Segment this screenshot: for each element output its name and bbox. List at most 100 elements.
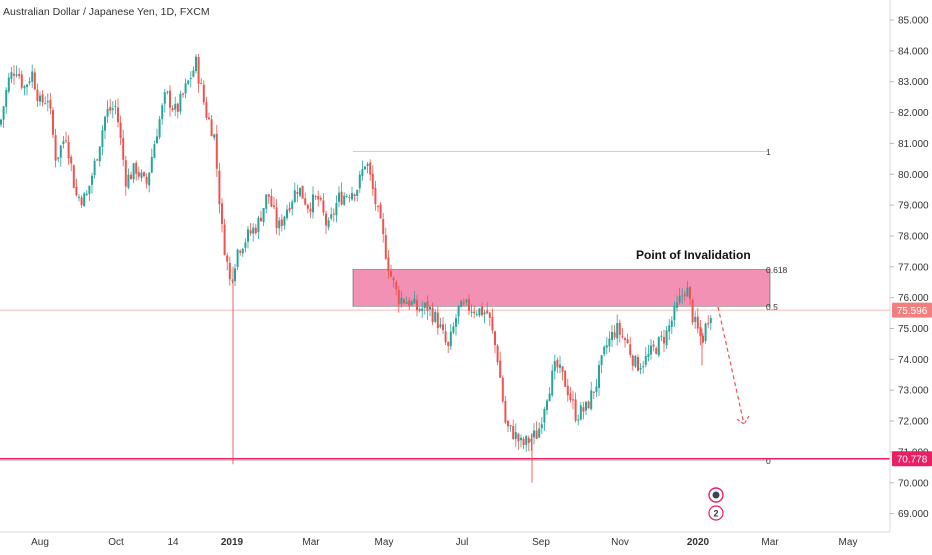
candle-body [517,433,520,442]
candle-body [660,335,663,337]
candle-body [707,323,710,325]
dividend-count: 2 [713,509,718,519]
candle-body [319,198,322,200]
fib-label-0-5: 0.5 [766,302,778,312]
x-tick-label: 2020 [687,537,710,548]
candle-body [663,336,665,344]
candle-body [192,70,195,77]
candle-body [335,202,338,216]
candle-body [397,289,400,305]
candle-body [483,312,486,315]
candle-body [642,366,645,368]
candle-body [592,391,595,393]
candle-body [135,162,138,174]
x-tick-label: Aug [31,537,49,548]
candle-body [330,214,333,219]
candle-body [655,348,658,354]
candle-body [579,405,582,420]
y-tick-label: 84.000 [898,46,929,57]
candle-body [215,133,218,169]
x-tick-label: Jul [456,537,469,548]
candle-body [582,407,585,412]
candle-body [429,306,431,310]
candle-body [686,287,689,297]
candle-body [442,324,444,331]
candle-body [202,84,205,103]
candle-body [291,201,294,209]
candle-body [65,140,67,142]
candle-body [111,108,114,110]
candle-body [96,159,99,161]
dividend-icon[interactable] [708,505,724,521]
y-tick-label: 77.000 [898,262,929,273]
y-tick-label: 79.000 [898,201,929,212]
current-price-label-bg [892,302,932,318]
candle-body [683,294,686,296]
candle-body [252,227,255,234]
candle-body [647,353,650,358]
candle-body [668,325,671,332]
candle-body [574,399,577,421]
candle-body [270,195,273,207]
candle-body [197,57,200,84]
candle-body [605,345,608,348]
candle-body [624,338,626,340]
candle-body [465,299,468,303]
x-tick-label: Mar [761,537,779,548]
fib-label-1: 1 [766,147,771,157]
candle-body [629,344,632,356]
candle-body [637,357,639,371]
candle-body [618,322,621,335]
candle-body [426,301,429,311]
candle-body [213,134,216,138]
fib-label-0: 0 [766,456,771,466]
candle-body [267,194,270,197]
candle-body [413,298,416,304]
x-tick-label: 2019 [221,537,244,548]
y-tick-label: 81.000 [898,139,929,150]
candle-body [36,89,39,101]
projection-arrowhead [736,415,750,425]
candle-body [548,393,551,402]
candle-body [598,365,600,388]
candle-body [309,208,312,212]
candle-body [265,194,268,209]
annotation-point-of-invalidation: Point of Invalidation [636,248,751,262]
candle-body [509,425,512,427]
candle-body [239,250,242,253]
candle-body [226,255,229,262]
candle-body [611,331,613,340]
candle-body [228,262,231,280]
candle-body [236,249,239,267]
candle-body [475,314,478,316]
candle-body [137,172,140,177]
candle-body [288,207,291,211]
candle-body [80,197,83,205]
candle-body [132,163,135,180]
candle-body [418,308,421,311]
candle-body [322,200,325,213]
y-tick-label: 72.000 [898,417,929,428]
candle-body [208,117,210,120]
candle-body [527,437,530,444]
x-tick-label: May [375,537,394,548]
candle-body [621,336,624,338]
candle-body [452,326,455,333]
candle-body [234,268,236,282]
candle-body [257,217,260,233]
x-tick-label: Mar [302,537,320,548]
candle-body [343,195,346,205]
candle-body [543,409,546,423]
candle-body [600,355,603,366]
candle-body [39,95,41,102]
chart-title: Australian Dollar / Japanese Yen, 1D, FX… [3,6,210,18]
candle-body [507,420,509,427]
candle-body [566,385,569,396]
candle-body [312,194,314,213]
candle-body [101,130,104,148]
candle-body [31,71,34,82]
candle-body [223,224,226,255]
candle-body [400,297,403,305]
